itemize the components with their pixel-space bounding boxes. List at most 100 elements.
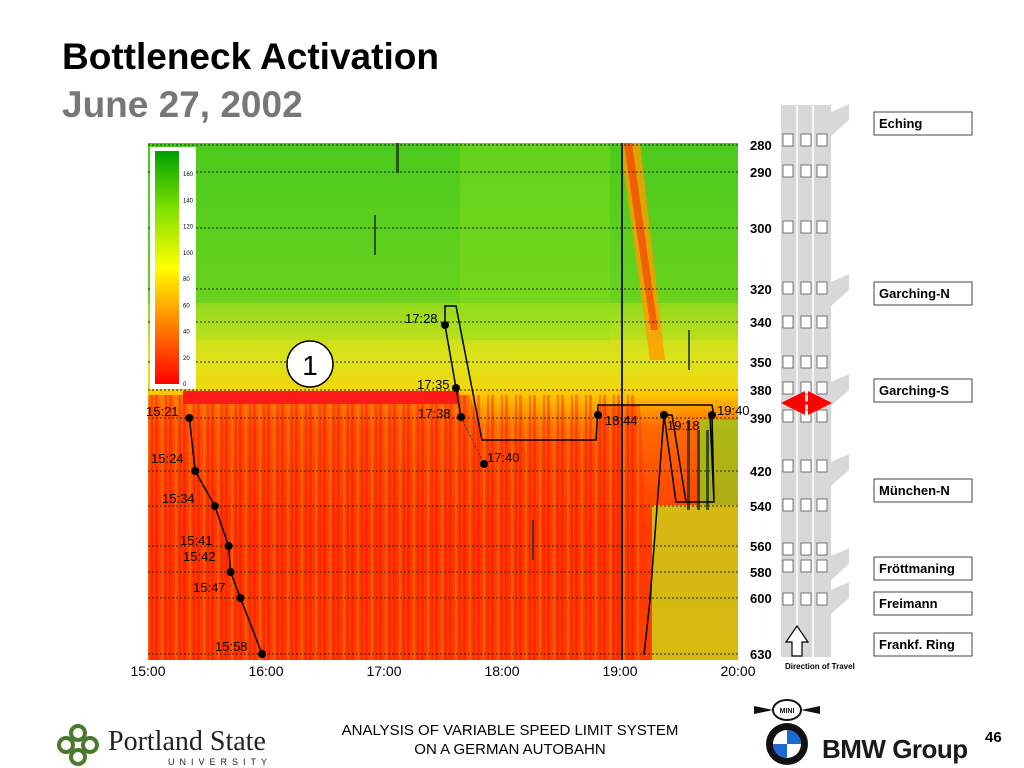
colorbar-tick-label: 160 (183, 172, 194, 178)
junction-box (873, 478, 973, 503)
junction-box (873, 591, 973, 616)
dark-strip-2 (688, 330, 690, 370)
queue-front-label: 15:24 (151, 451, 184, 466)
psu-logo-icon (81, 736, 99, 754)
event-label: 18:44 (605, 413, 638, 428)
heatmap-area (148, 143, 738, 660)
speed-sign-icon (782, 281, 794, 295)
colorbar-gradient (155, 151, 179, 384)
colorbar-tick-label: 40 (183, 330, 190, 336)
footer-line-1: ANALYSIS OF VARIABLE SPEED LIMIT SYSTEM (341, 722, 679, 739)
colorbar-tick-label: 60 (183, 303, 190, 309)
psu-logo-text: Portland State (108, 726, 266, 757)
bottleneck-bar (183, 391, 459, 404)
colorbar-tick-label: 140 (183, 198, 194, 204)
speed-sign-icon (800, 220, 812, 234)
speed-sign-icon (800, 559, 812, 573)
event-point (660, 411, 668, 419)
speed-sign-icon (816, 409, 828, 423)
junction-box (873, 378, 973, 403)
colorbar-tick-label: 0 (183, 382, 187, 388)
dark-strip-5 (706, 430, 709, 510)
mini-wings-icon (754, 706, 820, 714)
queue-front-label: 15:41 (180, 533, 213, 548)
speed-sign-icon (800, 381, 812, 395)
speed-sign-icon (800, 542, 812, 556)
speed-sign-icon (816, 459, 828, 473)
queue-front-point (258, 650, 267, 658)
speed-sign-icon (800, 315, 812, 329)
ramp-4 (831, 548, 849, 580)
dark-strip-1 (374, 215, 376, 255)
recovery-lower-right (652, 505, 738, 660)
psu-logo-subtext: UNIVERSITY (168, 757, 273, 767)
y-tick-label: 630 (750, 647, 772, 662)
logos: MINI (57, 699, 820, 766)
speed-sign-icon (800, 281, 812, 295)
speed-sign-icon (816, 220, 828, 234)
autobahn-road (781, 105, 831, 657)
bmw-group-logo-text: BMW Group (822, 734, 968, 764)
y-tick-label: 320 (750, 282, 772, 297)
bmw-quadrant-2 (773, 744, 787, 758)
speed-sign-icon (782, 459, 794, 473)
queue-front-point (185, 414, 194, 422)
dark-strip-3 (687, 420, 690, 510)
y-tick-label: 380 (750, 383, 772, 398)
psu-logo-icon (57, 736, 75, 754)
colorbar-tick-label: 100 (183, 251, 194, 257)
event-point (708, 411, 716, 419)
junction-label: München-N (879, 483, 950, 498)
speed-sign-icon (782, 542, 794, 556)
x-tick-label: 15:00 (130, 663, 165, 679)
bottleneck-marker-circle (286, 340, 334, 388)
shockwave-core (624, 143, 658, 330)
y-tick-label: 280 (750, 138, 772, 153)
event-label: 17:40 (487, 450, 520, 465)
speed-sign-icon (800, 459, 812, 473)
speed-sign-icon (800, 164, 812, 178)
junction-box (873, 556, 973, 581)
speed-sign-icon (782, 592, 794, 606)
y-tick-label: 600 (750, 591, 772, 606)
junction-label: Freimann (879, 596, 938, 611)
colorbar-tick-label: 80 (183, 277, 190, 283)
junction-label: Frankf. Ring (879, 637, 955, 652)
mini-logo-text: MINI (780, 708, 795, 715)
direction-arrow-icon (784, 624, 810, 657)
footer-line-2: ON A GERMAN AUTOBAHN (414, 741, 606, 758)
colorbar-tick-label: 20 (183, 356, 190, 362)
queue-front-label: 15:34 (162, 491, 195, 506)
speed-sign-icon (816, 281, 828, 295)
speed-sign-icon (816, 381, 828, 395)
ramp-2 (831, 374, 849, 406)
junction-label: Fröttmaning (879, 561, 955, 576)
y-tick-label: 340 (750, 315, 772, 330)
junction-box (873, 281, 973, 306)
congestion-streaks (148, 395, 640, 660)
speed-sign-icon (816, 315, 828, 329)
speed-sign-icon (782, 355, 794, 369)
queue-front-point (191, 467, 200, 475)
speed-sign-icon (800, 592, 812, 606)
speed-sign-icon (782, 220, 794, 234)
queue-front-point (226, 568, 235, 576)
ramp-5 (831, 582, 849, 614)
speed-sign-icon (816, 498, 828, 512)
x-tick-label: 17:00 (366, 663, 401, 679)
event-point (457, 413, 465, 421)
x-axis-labels: 15:00 16:00 17:00 18:00 19:00 20:00 (130, 663, 755, 679)
x-tick-label: 20:00 (720, 663, 755, 679)
speed-sign-icon (782, 381, 794, 395)
queue-front-label: 15:47 (193, 580, 226, 595)
event-point (452, 384, 460, 392)
event-point (441, 321, 449, 329)
event-label: 19:18 (667, 418, 700, 433)
transition-band (148, 340, 738, 390)
speed-sign-icon (800, 498, 812, 512)
queue-front-label: 15:58 (215, 639, 248, 654)
x-tick-label: 16:00 (248, 663, 283, 679)
event-label: 17:28 (405, 311, 438, 326)
speed-sign-icon (782, 559, 794, 573)
y-tick-label: 300 (750, 221, 772, 236)
